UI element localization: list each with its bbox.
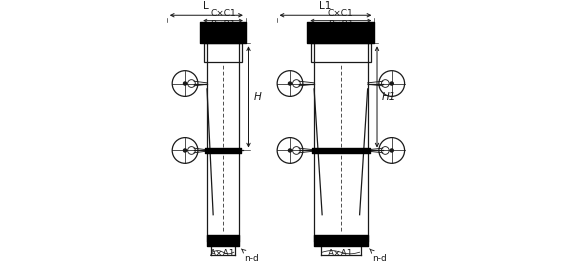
Text: B×B1: B×B1 xyxy=(328,20,354,29)
Text: n-d: n-d xyxy=(369,249,386,263)
Text: H: H xyxy=(253,92,261,102)
Text: C×C1: C×C1 xyxy=(210,9,236,18)
Text: B×B1: B×B1 xyxy=(211,20,236,29)
Circle shape xyxy=(390,82,393,85)
Text: A×A1: A×A1 xyxy=(328,249,354,258)
Text: A×A1: A×A1 xyxy=(211,249,236,258)
Bar xyxy=(311,43,371,62)
Bar xyxy=(204,43,242,62)
Text: H1: H1 xyxy=(382,92,396,102)
Circle shape xyxy=(183,149,187,152)
Circle shape xyxy=(288,82,292,85)
Circle shape xyxy=(390,149,393,152)
Text: C×C1: C×C1 xyxy=(328,9,354,18)
Text: L1: L1 xyxy=(319,1,332,11)
Circle shape xyxy=(288,149,292,152)
Text: L: L xyxy=(204,1,209,11)
Text: n-d: n-d xyxy=(241,249,259,263)
Circle shape xyxy=(183,82,187,85)
